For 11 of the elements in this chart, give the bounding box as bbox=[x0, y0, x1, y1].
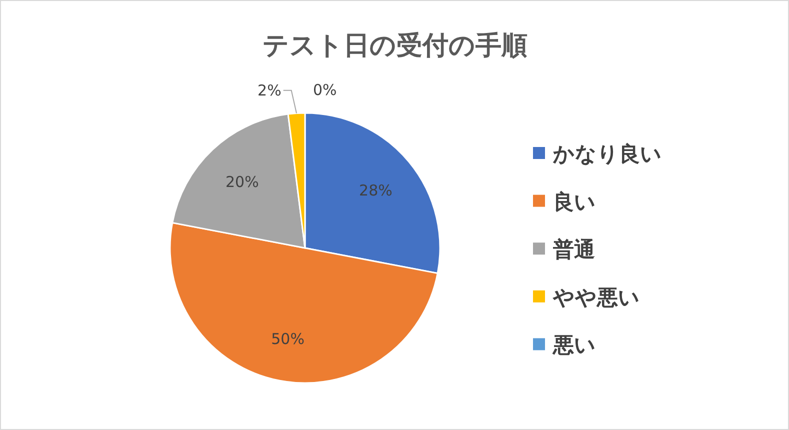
data-label: 50% bbox=[271, 330, 304, 348]
data-label: 28% bbox=[359, 181, 392, 200]
text: 0% bbox=[313, 81, 337, 100]
legend-label: かなり良い bbox=[552, 142, 662, 166]
legend-label: 普通 bbox=[552, 238, 595, 262]
data-label: 20% bbox=[225, 173, 259, 192]
legend-label: やや悪い bbox=[552, 285, 640, 310]
chart-title: テスト日の受付の手順 bbox=[262, 31, 528, 61]
legend-label: 悪い bbox=[552, 333, 596, 358]
legend-label: 良い bbox=[553, 190, 596, 214]
data-label: 2% bbox=[258, 81, 282, 100]
